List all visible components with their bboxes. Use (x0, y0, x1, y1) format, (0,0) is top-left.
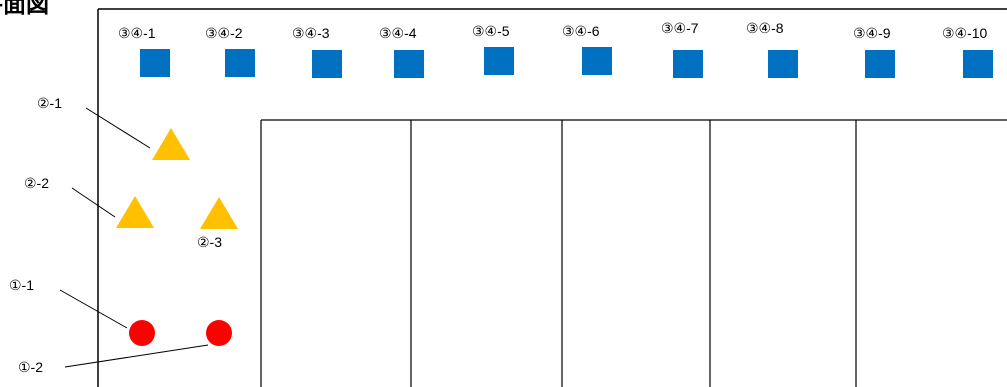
triangle-label: ②-3 (197, 234, 222, 250)
triangle-marker (116, 196, 154, 228)
square-label: ③④-5 (472, 23, 510, 39)
square-marker (768, 50, 798, 78)
square-label: ③④-9 (853, 25, 891, 41)
square-label: ③④-4 (379, 25, 417, 41)
circle-leader-line (59, 289, 128, 329)
square-markers: ③④-1 ③④-2 ③④-3 ③④-4 ③④-5 ③④-6 ③④-7 ③④-8 … (118, 20, 993, 78)
circle-markers: ①-1 ①-2 (9, 277, 232, 375)
square-marker (225, 49, 255, 77)
triangle-markers: ②-1 ②-2 ②-3 (24, 95, 238, 250)
triangle-leader-line (85, 107, 151, 149)
square-marker (312, 50, 342, 78)
plan-title: 平面図 (0, 0, 49, 18)
triangle-leader-line (71, 187, 116, 218)
square-label: ③④-3 (292, 25, 330, 41)
square-marker (673, 50, 703, 78)
circle-marker (206, 320, 232, 346)
triangle-marker (200, 197, 238, 229)
square-label: ③④-1 (118, 25, 156, 41)
circle-leader-line (64, 344, 209, 368)
square-label: ③④-10 (942, 25, 988, 41)
square-marker (394, 50, 424, 78)
square-marker (963, 50, 993, 78)
square-marker (140, 49, 170, 77)
square-label: ③④-2 (205, 25, 243, 41)
circle-label: ①-1 (9, 277, 34, 293)
square-label: ③④-7 (661, 20, 699, 36)
square-marker (484, 47, 514, 75)
triangle-label: ②-2 (24, 175, 49, 191)
circle-label: ①-2 (18, 359, 43, 375)
triangle-label: ②-1 (37, 95, 62, 111)
square-marker (865, 50, 895, 78)
square-label: ③④-6 (562, 23, 600, 39)
square-marker (582, 47, 612, 75)
square-label: ③④-8 (746, 20, 784, 36)
triangle-marker (152, 128, 190, 160)
circle-marker (129, 320, 155, 346)
